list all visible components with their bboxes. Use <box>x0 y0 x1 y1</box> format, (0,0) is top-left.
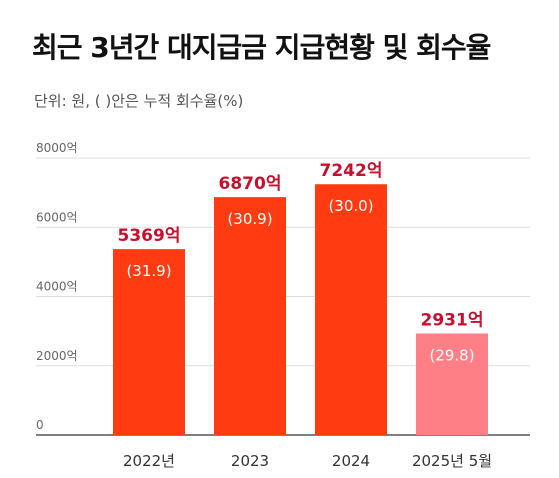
bar-labels: 5369억 (31.9) 6870억 (30.9) 7242억 (30.0) 2931억 (2… <box>118 161 484 364</box>
y-tick-label: 4000억 <box>36 280 78 294</box>
bar-value-label: 7242억 <box>320 161 383 181</box>
bar <box>315 184 387 435</box>
x-tick-label: 2024 <box>332 452 370 470</box>
recovery-rate-label: (30.0) <box>328 197 373 215</box>
x-tick-label: 2023 <box>231 452 269 470</box>
chart-subtitle: 단위: 원, ( )안은 누적 회수율(%) <box>34 92 244 110</box>
x-tick-label: 2025년 5월 <box>412 452 492 470</box>
bar <box>113 249 185 435</box>
recovery-rate-label: (31.9) <box>126 262 171 280</box>
x-tick-label: 2022년 <box>123 452 175 470</box>
bar <box>214 197 286 435</box>
bar <box>416 333 488 435</box>
bar-value-label: 6870억 <box>219 174 282 194</box>
chart-title: 최근 3년간 대지급금 지급현황 및 회수율 <box>32 31 491 64</box>
y-tick-label: 0 <box>36 418 44 432</box>
x-axis-ticks: 2022년 2023 2024 2025년 5월 <box>123 452 492 470</box>
y-axis-ticks: 0 2000억 4000억 6000억 8000억 <box>36 141 78 432</box>
recovery-rate-label: (29.8) <box>429 347 474 365</box>
bar-value-label: 5369억 <box>118 226 181 246</box>
recovery-rate-label: (30.9) <box>227 210 272 228</box>
y-tick-label: 6000억 <box>36 210 78 224</box>
y-tick-label: 8000억 <box>36 141 78 155</box>
bar-value-label: 2931억 <box>421 311 484 331</box>
bars <box>113 184 488 435</box>
y-tick-label: 2000억 <box>36 349 78 363</box>
